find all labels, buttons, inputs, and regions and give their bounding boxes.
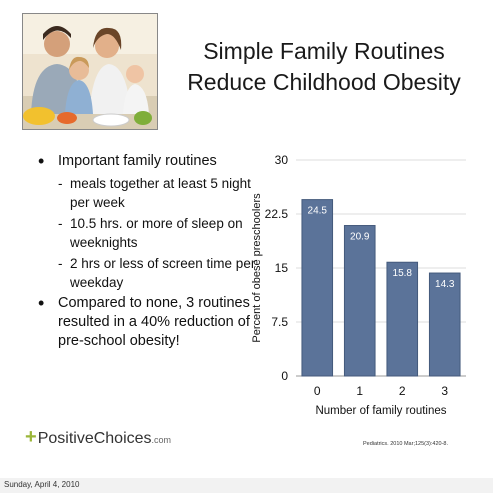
bullet-item: • Important family routines xyxy=(38,152,263,171)
sub-bullet-text: 10.5 hrs. or more of sleep on weeknights xyxy=(70,216,243,250)
plus-icon: + xyxy=(25,426,37,448)
footer-bar: Sunday, April 4, 2010 xyxy=(0,478,493,493)
logo-suffix: .com xyxy=(151,435,172,445)
citation: Pediatrics. 2010 Mar;125(3):420-8. xyxy=(363,441,448,447)
x-tick-label: 3 xyxy=(441,384,448,398)
bar-chart: 0 7.5 15 22.5 30 24.5 0 20.9 1 15.8 2 14.3 3 Number o… xyxy=(251,153,466,417)
data-label: 24.5 xyxy=(308,206,328,217)
x-tick-label: 0 xyxy=(314,384,321,398)
x-tick-label: 1 xyxy=(356,384,363,398)
slide-title: Simple Family Routines Reduce Childhood … xyxy=(165,36,483,98)
bar xyxy=(386,261,419,377)
y-tick-label: 30 xyxy=(275,153,289,167)
family-photo-icon xyxy=(22,13,158,130)
sub-bullet-item: - meals together at least 5 night per we… xyxy=(38,174,263,212)
dash-icon: - xyxy=(58,256,63,271)
sub-bullet-item: - 2 hrs or less of screen time per weekd… xyxy=(38,254,263,292)
bar xyxy=(428,272,461,377)
title-line-1: Simple Family Routines xyxy=(203,38,445,64)
bullet-item: • Compared to none, 3 routines resulted … xyxy=(38,294,263,351)
title-line-2: Reduce Childhood Obesity xyxy=(187,69,461,95)
bullet-dot-icon: • xyxy=(38,293,45,313)
bullet-text: Important family routines xyxy=(58,153,217,169)
bullet-text: Compared to none, 3 routines resulted in… xyxy=(58,295,250,349)
y-axis-label: Percent of obese preschoolers xyxy=(251,193,263,343)
y-tick-label: 7.5 xyxy=(271,315,288,329)
y-tick-label: 15 xyxy=(275,261,289,275)
dash-icon: - xyxy=(58,216,63,231)
y-tick-label: 22.5 xyxy=(265,207,289,221)
footer-date: Sunday, April 4, 2010 xyxy=(4,480,80,489)
dash-icon: - xyxy=(58,176,63,191)
logo-text: PositiveChoices xyxy=(37,430,152,447)
sub-bullet-text: meals together at least 5 night per week xyxy=(70,176,251,210)
bullet-dot-icon: • xyxy=(38,151,45,171)
bar xyxy=(301,199,334,377)
x-axis-label: Number of family routines xyxy=(315,405,446,417)
brand-logo: +PositiveChoices.com xyxy=(25,426,171,449)
bullet-list: • Important family routines - meals toge… xyxy=(38,152,263,354)
sub-bullet-item: - 10.5 hrs. or more of sleep on weeknigh… xyxy=(38,214,263,252)
sub-bullet-text: 2 hrs or less of screen time per weekday xyxy=(70,256,256,290)
data-label: 15.8 xyxy=(393,268,413,279)
x-tick-label: 2 xyxy=(399,384,406,398)
slide: Simple Family Routines Reduce Childhood … xyxy=(22,13,483,449)
y-tick-label: 0 xyxy=(281,369,288,383)
data-label: 20.9 xyxy=(350,232,370,243)
data-label: 14.3 xyxy=(435,279,455,290)
bar xyxy=(343,225,376,377)
